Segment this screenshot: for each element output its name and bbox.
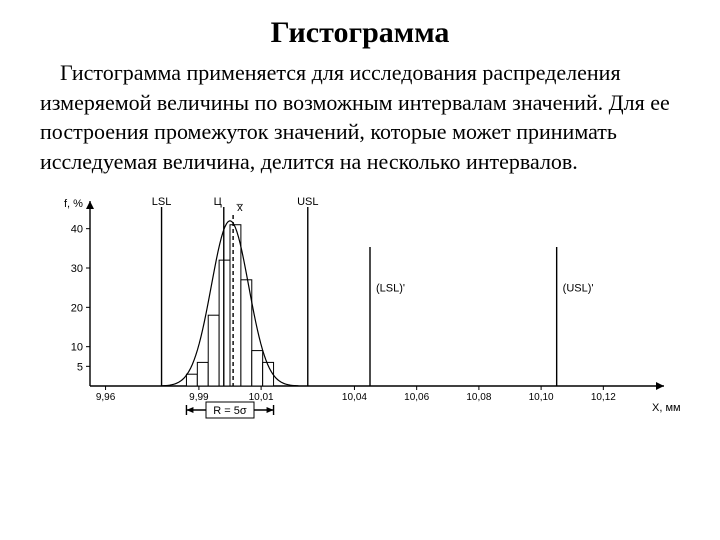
svg-text:10,06: 10,06	[404, 392, 429, 403]
svg-text:10: 10	[71, 341, 83, 353]
svg-text:(USL)': (USL)'	[563, 282, 594, 294]
svg-text:10,04: 10,04	[342, 392, 367, 403]
svg-text:5: 5	[77, 361, 83, 373]
svg-text:10,08: 10,08	[466, 392, 491, 403]
svg-text:USL: USL	[297, 196, 318, 208]
svg-text:x̅: x̅	[236, 202, 244, 214]
page-title: Гистограмма	[40, 16, 680, 50]
svg-text:R = 5σ: R = 5σ	[213, 405, 247, 417]
svg-text:30: 30	[71, 263, 83, 275]
histogram-chart: 5 10 20 30 40 f, % 9,96 9,99 10,01 10,04 10,06 10,0…	[40, 191, 680, 431]
svg-text:20: 20	[71, 302, 83, 314]
svg-text:10,12: 10,12	[591, 392, 616, 403]
svg-text:LSL: LSL	[152, 196, 172, 208]
svg-text:X, мм: X, мм	[652, 402, 680, 414]
svg-text:9,99: 9,99	[189, 392, 209, 403]
svg-text:9,96: 9,96	[96, 392, 116, 403]
description-paragraph: Гистограмма применяется для исследования…	[40, 58, 680, 177]
svg-text:Ц: Ц	[214, 196, 222, 208]
svg-text:f, %: f, %	[64, 198, 83, 210]
svg-text:(LSL)': (LSL)'	[376, 282, 405, 294]
svg-text:10,10: 10,10	[529, 392, 554, 403]
svg-text:10,01: 10,01	[249, 392, 274, 403]
svg-text:40: 40	[71, 223, 83, 235]
